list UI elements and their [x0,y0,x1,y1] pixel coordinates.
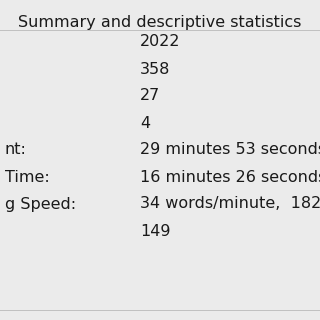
Text: 4: 4 [140,116,150,131]
Text: 27: 27 [140,89,160,103]
Text: 358: 358 [140,61,170,76]
Text: 2022: 2022 [140,35,180,50]
Text: nt:: nt: [5,142,27,157]
Text: 29 minutes 53 seconds: 29 minutes 53 seconds [140,142,320,157]
Text: Summary and descriptive statistics: Summary and descriptive statistics [18,15,302,30]
Text: 16 minutes 26 seconds: 16 minutes 26 seconds [140,170,320,185]
Text: g Speed:: g Speed: [5,196,76,212]
Text: Time:: Time: [5,170,50,185]
Text: 34 words/minute,  182 chara: 34 words/minute, 182 chara [140,196,320,212]
Text: 149: 149 [140,223,171,238]
